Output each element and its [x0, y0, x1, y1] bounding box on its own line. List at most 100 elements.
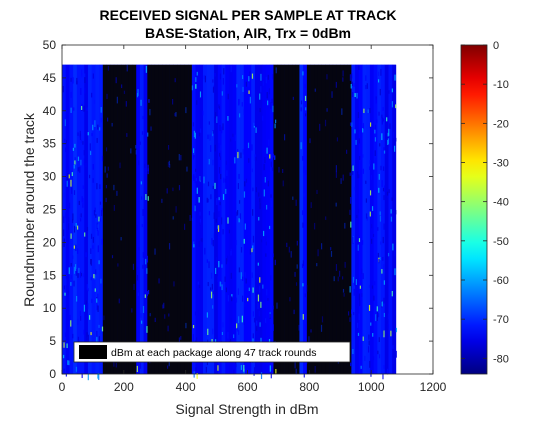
heatmap-speckle	[243, 319, 245, 326]
x-tick-label: 1000	[358, 380, 385, 394]
chart-title: RECEIVED SIGNAL PER SAMPLE AT TRACK	[100, 7, 397, 23]
heatmap-speckle	[275, 368, 277, 374]
heatmap-speckle	[238, 267, 240, 273]
heatmap-column	[91, 64, 96, 375]
heatmap-speckle	[375, 314, 377, 322]
heatmap-column	[243, 64, 248, 375]
heatmap-speckle	[372, 117, 374, 123]
heatmap-column	[358, 64, 363, 375]
heatmap-speckle	[178, 154, 180, 161]
heatmap-speckle	[116, 190, 118, 196]
heatmap-speckle	[234, 157, 236, 164]
heatmap-speckle	[163, 302, 165, 309]
heatmap-speckle	[93, 210, 96, 216]
heatmap-speckle	[146, 255, 149, 263]
heatmap-column	[69, 64, 74, 375]
heatmap-speckle	[142, 264, 144, 269]
heatmap-speckle	[219, 156, 222, 161]
heatmap-speckle	[154, 248, 156, 255]
heatmap-speckle	[341, 108, 343, 115]
heatmap-speckle	[63, 192, 65, 198]
heatmap-speckle	[203, 75, 205, 80]
heatmap-speckle	[174, 78, 176, 83]
heatmap-speckle	[198, 91, 200, 97]
heatmap-speckle	[85, 252, 87, 258]
heatmap-column	[251, 64, 256, 375]
heatmap-speckle	[64, 332, 67, 337]
heatmap-speckle	[265, 76, 267, 84]
heatmap-speckle	[139, 141, 141, 145]
heatmap-speckle	[219, 124, 221, 132]
heatmap-speckle	[319, 123, 321, 131]
heatmap-speckle	[192, 175, 194, 179]
heatmap-speckle	[382, 118, 384, 122]
heatmap-speckle	[96, 227, 99, 231]
heatmap-speckle	[227, 295, 230, 302]
heatmap-speckle	[230, 318, 232, 324]
heatmap-speckle	[275, 67, 277, 74]
heatmap-speckle	[358, 313, 360, 321]
heatmap-column	[99, 64, 104, 375]
heatmap-speckle	[370, 372, 372, 377]
heatmap-speckle	[65, 373, 67, 377]
heatmap-speckle	[293, 309, 295, 315]
heatmap-speckle	[386, 368, 389, 375]
heatmap-speckle	[302, 71, 304, 76]
heatmap-speckle	[147, 132, 149, 137]
heatmap-speckle	[270, 194, 272, 198]
heatmap-speckle	[192, 323, 194, 327]
heatmap-speckle	[135, 145, 137, 149]
heatmap-speckle	[335, 165, 338, 173]
heatmap-speckle	[82, 203, 84, 208]
heatmap-speckle	[263, 163, 265, 171]
heatmap-speckle	[145, 65, 147, 73]
heatmap-speckle	[262, 230, 265, 237]
heatmap-speckle	[351, 73, 353, 79]
heatmap-speckle	[373, 163, 375, 170]
heatmap-speckle	[79, 166, 81, 173]
heatmap-speckle	[158, 278, 160, 284]
heatmap-speckle	[215, 178, 217, 182]
heatmap-column	[221, 64, 226, 375]
heatmap-speckle	[305, 323, 307, 331]
heatmap-speckle	[72, 333, 74, 339]
heatmap-speckle	[144, 294, 146, 298]
heatmap-speckle	[369, 166, 371, 171]
heatmap-speckle	[260, 239, 263, 243]
heatmap-speckle	[64, 119, 66, 127]
heatmap-speckle	[70, 107, 72, 113]
heatmap-speckle	[215, 257, 218, 265]
heatmap-speckle	[74, 264, 77, 271]
heatmap-speckle	[136, 224, 138, 231]
heatmap-speckle	[244, 272, 246, 278]
heatmap-speckle	[335, 202, 337, 207]
heatmap-column	[110, 64, 115, 375]
heatmap-speckle	[76, 77, 78, 85]
heatmap-speckle	[376, 306, 378, 312]
heatmap-speckle	[97, 305, 99, 312]
heatmap-speckle	[253, 121, 256, 126]
heatmap-speckle	[304, 83, 306, 89]
heatmap-speckle	[167, 161, 170, 168]
heatmap-speckle	[304, 293, 306, 298]
heatmap-speckle	[292, 96, 294, 100]
heatmap-speckle	[201, 238, 203, 243]
heatmap-speckle	[239, 113, 241, 118]
heatmap-speckle	[387, 138, 390, 144]
heatmap-speckle	[321, 316, 324, 323]
heatmap-speckle	[148, 99, 150, 103]
heatmap-speckle	[241, 75, 244, 80]
heatmap-speckle	[97, 245, 99, 253]
heatmap-speckle	[383, 312, 385, 318]
heatmap-speckle	[310, 329, 312, 333]
heatmap-speckle	[86, 332, 88, 338]
heatmap-speckle	[70, 233, 72, 239]
heatmap-speckle	[92, 73, 94, 79]
heatmap-speckle	[359, 155, 361, 160]
heatmap-speckle	[145, 258, 147, 265]
heatmap-speckle	[295, 282, 298, 286]
heatmap-speckle	[256, 292, 258, 300]
heatmap-speckle	[214, 112, 217, 119]
heatmap-speckle	[320, 324, 323, 332]
heatmap-speckle	[236, 327, 239, 332]
